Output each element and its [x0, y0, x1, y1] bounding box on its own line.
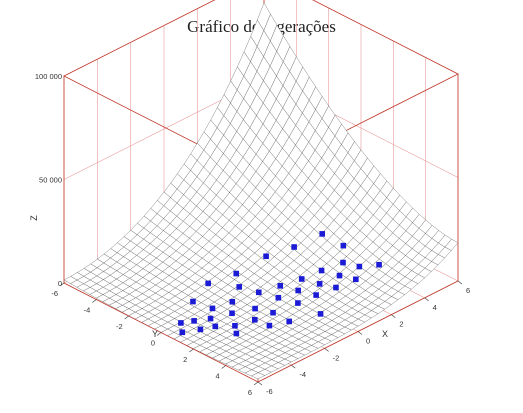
data-point [295, 287, 301, 294]
data-point [212, 323, 219, 330]
data-point [295, 300, 301, 306]
x-tick-label: 2 [399, 320, 403, 329]
data-point [298, 276, 305, 282]
data-point [340, 242, 347, 249]
data-point [263, 253, 269, 260]
y-tick-label: 4 [215, 372, 219, 381]
data-point [190, 298, 196, 305]
y-tick [189, 348, 194, 353]
data-point [376, 261, 382, 268]
data-point [277, 283, 284, 289]
x-tick-label: -6 [266, 387, 273, 396]
data-point [291, 244, 297, 250]
data-point [232, 322, 238, 329]
data-point [252, 316, 258, 323]
x-tick-label: -4 [299, 370, 306, 379]
data-point [252, 305, 258, 312]
data-point [286, 318, 292, 325]
box-top-edge [63, 0, 459, 176]
y-tick [221, 365, 226, 369]
y-tick-label: -6 [51, 289, 58, 298]
x-tick [357, 331, 363, 335]
data-point [197, 326, 204, 333]
z-tick-label: 100 000 [35, 72, 62, 81]
data-point [209, 305, 216, 312]
data-point [319, 231, 326, 237]
data-point [270, 309, 276, 316]
y-tick [92, 299, 97, 303]
data-point [266, 322, 273, 329]
y-tick-label: 0 [151, 339, 155, 348]
data-point [229, 298, 236, 305]
data-point [356, 263, 363, 270]
x-tick [324, 348, 329, 352]
data-point [318, 267, 325, 274]
data-point [313, 292, 319, 298]
x-tick [424, 297, 429, 302]
y-tick [59, 282, 65, 287]
data-point [336, 272, 343, 279]
data-point [233, 330, 240, 337]
data-point [233, 270, 240, 277]
data-point [255, 289, 262, 296]
y-tick-label: -4 [84, 306, 91, 315]
axis-labels: -6 -4 -2 0 2 4 6 -6 -4 -2 0 2 4 6 0 50 000 100 000 X Y Z [29, 72, 470, 397]
data-point [229, 310, 235, 317]
x-tick-label: 0 [366, 337, 370, 346]
y-tick-label: 2 [183, 355, 187, 364]
y-tick-label: 6 [248, 388, 252, 397]
y-tick [124, 315, 129, 320]
data-point [316, 281, 323, 287]
y-tick [156, 332, 162, 336]
data-point [207, 315, 214, 322]
data-point [205, 280, 211, 287]
y-axis-label: Y [152, 329, 158, 339]
data-point [333, 284, 339, 291]
z-tick-label: 50 000 [39, 176, 62, 185]
z-tick-label: 0 [58, 279, 62, 288]
surface-patch [251, 372, 266, 380]
x-tick [257, 381, 263, 386]
data-point [340, 259, 346, 266]
data-point [317, 311, 324, 317]
x-tick-label: 6 [466, 286, 470, 295]
x-tick-label: -2 [333, 353, 340, 362]
data-point [178, 320, 184, 326]
data-points [178, 231, 382, 337]
x-axis-label: X [382, 329, 388, 339]
data-point [191, 318, 197, 324]
z-axis-label: Z [29, 215, 39, 221]
x-tick [391, 314, 396, 318]
y-tick-label: -2 [116, 322, 123, 331]
data-point [236, 284, 243, 290]
x-tick [457, 280, 463, 285]
y-tick [253, 381, 259, 386]
data-point [353, 276, 359, 283]
data-point [275, 294, 282, 301]
x-tick-label: 4 [433, 303, 437, 312]
x-tick [291, 364, 296, 369]
data-point [179, 329, 186, 336]
